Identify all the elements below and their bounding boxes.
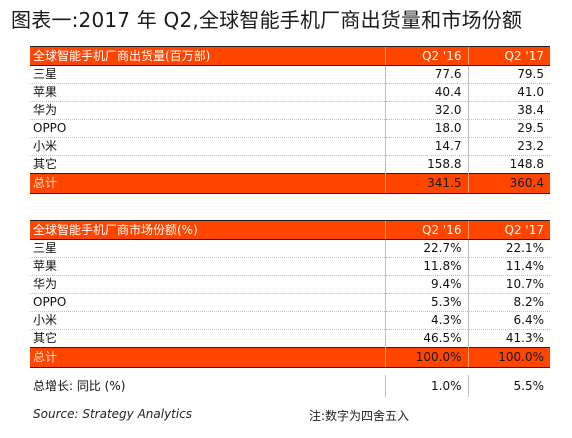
shipments-table-body: 全球智能手机厂商出货量(百万部) Q2 '16 Q2 '17 三星 77.6 79.5 苹果… xyxy=(30,46,550,194)
market-share-row-value: 6.4% xyxy=(467,311,550,330)
market-share-header-row: 全球智能手机厂商市场份额(%) Q2 '16 Q2 '17 xyxy=(30,220,550,240)
table-row: 其它 158.8 148.8 xyxy=(30,155,550,174)
shipments-table-title: 全球智能手机厂商出货量(百万部) xyxy=(30,46,385,66)
table-row: 华为 9.4% 10.7% xyxy=(30,275,550,294)
shipments-row-label: 华为 xyxy=(30,101,385,120)
table-row: 华为 32.0 38.4 xyxy=(30,101,550,120)
market-share-total-label: 总计 xyxy=(30,347,385,368)
shipments-row-label: OPPO xyxy=(30,119,385,138)
market-share-row-value: 22.1% xyxy=(467,239,550,258)
rounding-note: 注:数字为四舍五入 xyxy=(309,409,410,423)
shipments-row-label: 苹果 xyxy=(30,83,385,102)
market-share-column-header: Q2 '17 xyxy=(467,220,550,240)
market-share-table: 全球智能手机厂商市场份额(%) Q2 '16 Q2 '17 三星 22.7% 22.1% 苹… xyxy=(30,220,550,368)
growth-value-q2-17: 5.5% xyxy=(467,375,550,397)
market-share-row-value: 11.8% xyxy=(384,257,468,276)
table-row: OPPO 18.0 29.5 xyxy=(30,119,550,138)
market-share-row-value: 8.2% xyxy=(467,293,550,312)
shipments-column-header: Q2 '17 xyxy=(467,46,550,66)
shipments-row-value: 148.8 xyxy=(467,155,550,174)
market-share-column-header: Q2 '16 xyxy=(384,220,468,240)
market-share-row-label: 三星 xyxy=(30,239,385,258)
growth-row: 总增长: 同比 (%) 1.0% 5.5% xyxy=(30,375,550,397)
shipments-total-value: 341.5 xyxy=(384,173,468,194)
market-share-row-label: 其它 xyxy=(30,329,385,348)
figure-title: 图表一:2017 年 Q2,全球智能手机厂商出货量和市场份额 xyxy=(11,8,523,32)
table-row: 苹果 40.4 41.0 xyxy=(30,83,550,102)
table-row: 小米 14.7 23.2 xyxy=(30,137,550,156)
shipments-row-label: 三星 xyxy=(30,65,385,84)
table-row: 小米 4.3% 6.4% xyxy=(30,311,550,330)
market-share-table-body: 全球智能手机厂商市场份额(%) Q2 '16 Q2 '17 三星 22.7% 22.1% 苹… xyxy=(30,220,550,368)
shipments-row-value: 79.5 xyxy=(467,65,550,84)
market-share-total-value: 100.0% xyxy=(467,347,550,368)
shipments-column-header: Q2 '16 xyxy=(384,46,468,66)
shipments-row-value: 77.6 xyxy=(384,65,468,84)
shipments-total-label: 总计 xyxy=(30,173,385,194)
market-share-row-value: 10.7% xyxy=(467,275,550,294)
market-share-row-label: OPPO xyxy=(30,293,385,312)
shipments-total-value: 360.4 xyxy=(467,173,550,194)
shipments-row-value: 14.7 xyxy=(384,137,468,156)
growth-value-q2-16: 1.0% xyxy=(384,375,468,397)
market-share-row-label: 小米 xyxy=(30,311,385,330)
market-share-total-row: 总计 100.0% 100.0% xyxy=(30,347,550,368)
market-share-row-value: 46.5% xyxy=(384,329,468,348)
growth-table: 总增长: 同比 (%) 1.0% 5.5% xyxy=(30,375,550,397)
shipments-row-value: 38.4 xyxy=(467,101,550,120)
shipments-row-value: 41.0 xyxy=(467,83,550,102)
table-row: OPPO 5.3% 8.2% xyxy=(30,293,550,312)
market-share-table-title: 全球智能手机厂商市场份额(%) xyxy=(30,220,385,240)
table-row: 其它 46.5% 41.3% xyxy=(30,329,550,348)
shipments-row-label: 其它 xyxy=(30,155,385,174)
market-share-row-label: 苹果 xyxy=(30,257,385,276)
source-note: Source: Strategy Analytics xyxy=(33,407,193,421)
market-share-row-value: 5.3% xyxy=(384,293,468,312)
shipments-row-value: 29.5 xyxy=(467,119,550,138)
table-row: 三星 22.7% 22.1% xyxy=(30,239,550,258)
shipments-row-value: 23.2 xyxy=(467,137,550,156)
shipments-total-row: 总计 341.5 360.4 xyxy=(30,173,550,194)
shipments-row-value: 158.8 xyxy=(384,155,468,174)
shipments-table: 全球智能手机厂商出货量(百万部) Q2 '16 Q2 '17 三星 77.6 79.5 苹果… xyxy=(30,46,550,194)
shipments-header-row: 全球智能手机厂商出货量(百万部) Q2 '16 Q2 '17 xyxy=(30,46,550,66)
market-share-row-value: 11.4% xyxy=(467,257,550,276)
table-row: 三星 77.6 79.5 xyxy=(30,65,550,84)
shipments-row-value: 32.0 xyxy=(384,101,468,120)
shipments-row-value: 18.0 xyxy=(384,119,468,138)
market-share-total-value: 100.0% xyxy=(384,347,468,368)
market-share-row-value: 41.3% xyxy=(467,329,550,348)
shipments-row-label: 小米 xyxy=(30,137,385,156)
market-share-row-value: 22.7% xyxy=(384,239,468,258)
market-share-row-value: 9.4% xyxy=(384,275,468,294)
growth-label: 总增长: 同比 (%) xyxy=(33,379,126,393)
shipments-row-value: 40.4 xyxy=(384,83,468,102)
table-row: 苹果 11.8% 11.4% xyxy=(30,257,550,276)
market-share-row-label: 华为 xyxy=(30,275,385,294)
market-share-row-value: 4.3% xyxy=(384,311,468,330)
